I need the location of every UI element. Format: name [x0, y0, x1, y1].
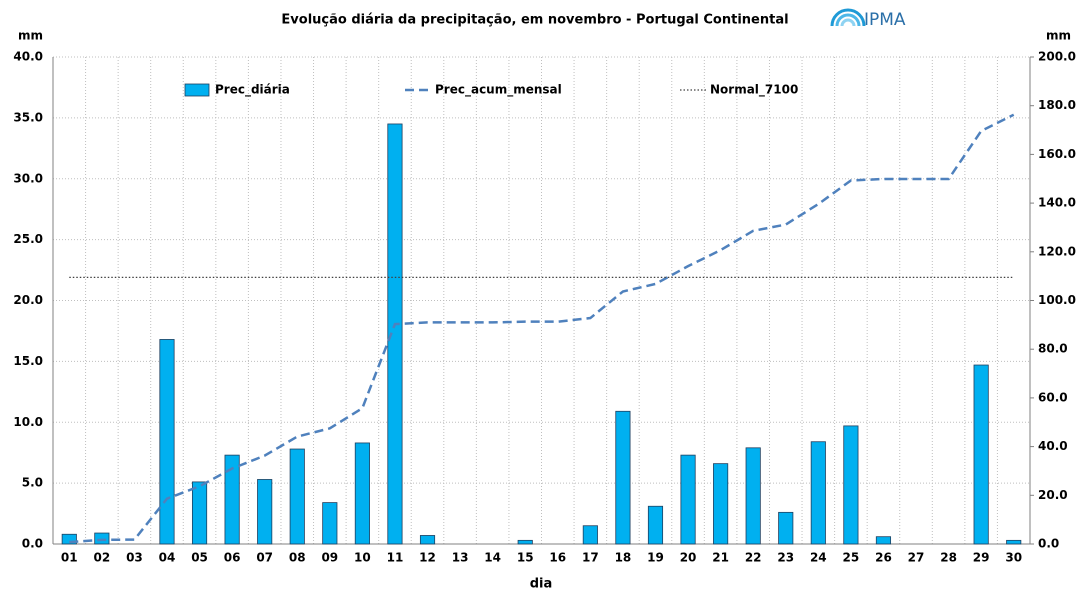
x-tick-label: 20 — [680, 551, 697, 565]
legend-label: Prec_diária — [215, 83, 290, 98]
x-tick-label: 02 — [93, 551, 110, 565]
x-tick-label: 24 — [810, 551, 827, 565]
logo: IPMA — [830, 8, 906, 30]
x-tick-label: 27 — [908, 551, 925, 565]
bar — [615, 410, 631, 545]
x-tick-label: 13 — [452, 551, 469, 565]
bar — [680, 454, 696, 545]
x-tick-label: 28 — [940, 551, 957, 565]
y2-tick-label: 180.0 — [1038, 98, 1076, 112]
y2-tick-label: 0.0 — [1038, 537, 1059, 551]
bar — [61, 533, 77, 545]
y2-axis-label: mm — [1046, 29, 1071, 43]
bar — [354, 442, 370, 545]
x-tick-label: 14 — [484, 551, 501, 565]
y2-tick-label: 40.0 — [1038, 439, 1068, 453]
y2-tick-label: 60.0 — [1038, 390, 1068, 404]
x-tick-label: 29 — [973, 551, 990, 565]
y-tick-label: 20.0 — [13, 293, 43, 307]
bar — [322, 502, 338, 545]
bar — [94, 532, 110, 545]
bar — [517, 539, 533, 545]
y-tick-label: 30.0 — [13, 171, 43, 185]
x-tick-label: 25 — [843, 551, 860, 565]
bar — [191, 481, 208, 545]
x-tick-label: 21 — [712, 551, 729, 565]
x-tick-label: 09 — [321, 551, 338, 565]
y-tick-label: 10.0 — [13, 415, 43, 429]
y-tick-label: 35.0 — [13, 110, 43, 124]
bar — [224, 454, 240, 545]
x-tick-label: 26 — [875, 551, 892, 565]
bar — [810, 441, 826, 545]
x-tick-label: 08 — [289, 551, 306, 565]
x-tick-label: 11 — [387, 551, 404, 565]
y2-tick-label: 120.0 — [1038, 244, 1076, 258]
bar — [1006, 539, 1022, 545]
x-tick-label: 17 — [582, 551, 599, 565]
x-tick-label: 19 — [647, 551, 664, 565]
y2-tick-label: 140.0 — [1038, 196, 1076, 210]
bar — [647, 505, 664, 545]
bar — [875, 536, 892, 545]
legend-label: Prec_acum_mensal — [435, 83, 562, 98]
bar — [289, 448, 305, 545]
x-tick-label: 07 — [256, 551, 273, 565]
x-tick-label: 05 — [191, 551, 208, 565]
legend-swatch — [184, 83, 210, 97]
bar — [257, 479, 273, 545]
x-axis-label: dia — [530, 577, 553, 591]
x-tick-label: 01 — [61, 551, 78, 565]
bar — [973, 364, 989, 545]
y2-tick-label: 20.0 — [1038, 488, 1068, 502]
y-tick-label: 40.0 — [13, 50, 43, 64]
x-tick-label: 15 — [517, 551, 534, 565]
bar — [745, 447, 761, 545]
x-tick-label: 16 — [549, 551, 566, 565]
logo-text: IPMA — [864, 10, 906, 30]
y2-tick-label: 100.0 — [1038, 293, 1076, 307]
x-tick-label: 12 — [419, 551, 436, 565]
y-axis-label: mm — [18, 29, 43, 43]
bar — [713, 463, 729, 545]
bar — [778, 511, 794, 545]
y2-tick-label: 200.0 — [1038, 50, 1076, 64]
bar — [387, 123, 403, 545]
y-tick-label: 25.0 — [13, 232, 43, 246]
y-tick-label: 5.0 — [22, 476, 43, 490]
bar — [843, 425, 859, 545]
y-tick-label: 0.0 — [22, 537, 43, 551]
y2-tick-label: 160.0 — [1038, 147, 1076, 161]
bar — [419, 535, 436, 545]
x-tick-label: 23 — [777, 551, 794, 565]
chart-title: Evolução diária da precipitação, em nove… — [281, 13, 788, 28]
y2-tick-label: 80.0 — [1038, 342, 1068, 356]
y-tick-label: 15.0 — [13, 354, 43, 368]
x-tick-label: 30 — [1005, 551, 1022, 565]
x-tick-label: 22 — [745, 551, 762, 565]
x-tick-label: 18 — [615, 551, 632, 565]
x-tick-label: 10 — [354, 551, 371, 565]
x-tick-label: 04 — [159, 551, 176, 565]
x-tick-label: 06 — [224, 551, 241, 565]
bar — [582, 525, 598, 545]
line — [69, 113, 1015, 544]
bar — [159, 339, 175, 545]
x-tick-label: 03 — [126, 551, 143, 565]
legend-label: Normal_7100 — [710, 83, 798, 98]
